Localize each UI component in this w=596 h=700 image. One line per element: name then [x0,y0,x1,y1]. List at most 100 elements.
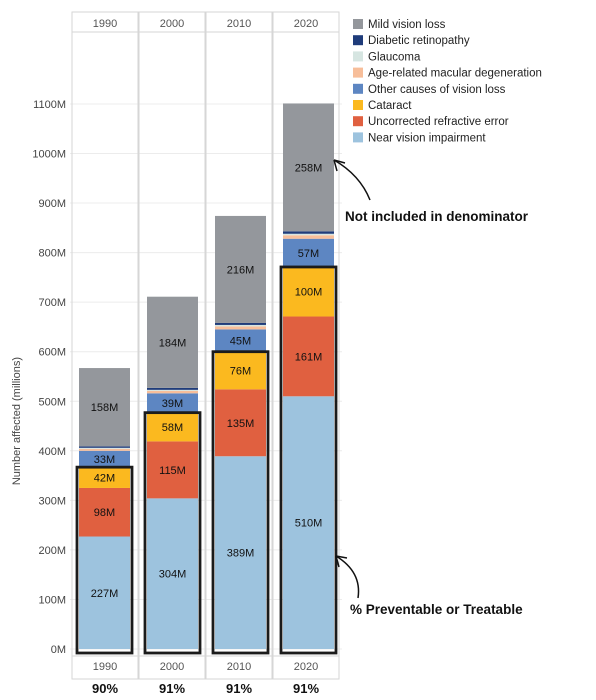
bar-cataract-2020 [283,266,334,317]
legend-swatch [353,35,363,46]
legend-swatch [353,19,363,29]
bottom-year-label: 1990 [93,661,117,673]
bar-label-other-causes-of-vision-loss-2020: 57M [298,248,319,260]
bar-age-related-macular-degeneration-2020 [283,235,334,239]
bars: 227M 98M 42M 33M 158M 304M 115M 58M 39M 184M 389M 1… [79,103,334,649]
legend-item-near-vision-impairment: Near vision impairment [353,132,486,144]
percent-label: 91% [226,681,252,696]
bar-glaucoma-2010 [215,324,266,327]
bar-age-related-macular-degeneration-1990 [79,448,130,451]
annotation-arrow-bottom [335,555,360,599]
legend-swatch [353,116,363,127]
bar-uncorrected-refractive-error-2020 [283,316,334,397]
annotation-arrowhead-top [333,159,346,172]
bar-uncorrected-refractive-error-2000 [147,441,198,499]
preventable-outlines [75,265,338,655]
bar-cataract-2000 [147,412,198,442]
legend: Mild vision loss Diabetic retinopathy Glau… [353,19,542,144]
bar-near-vision-impairment-2010 [215,456,266,649]
bar-label-uncorrected-refractive-error-2000: 115M [159,465,186,477]
y-tick-label: 500M [38,396,66,408]
bar-near-vision-impairment-2020 [283,396,334,649]
bar-label-near-vision-impairment-1990: 227M [91,588,119,600]
bar-label-uncorrected-refractive-error-1990: 98M [94,507,115,519]
bottom-year-labels: 1990 2000 2010 2020 [93,661,318,673]
bar-near-vision-impairment-1990 [79,536,130,649]
bar-mild-vision-loss-1990 [79,368,130,447]
bar-glaucoma-2000 [147,389,198,391]
annotation-not-included: Not included in denominator [345,209,529,224]
bar-label-uncorrected-refractive-error-2020: 161M [295,351,323,363]
bar-label-near-vision-impairment-2020: 510M [295,518,323,530]
bar-mild-vision-loss-2020 [283,103,334,232]
legend-item-uncorrected-refractive-error: Uncorrected refractive error [353,116,509,128]
year-column-1990 [71,11,139,680]
bottom-year-label: 2000 [160,661,184,673]
top-year-labels: 1990 2000 2010 2020 [93,18,318,30]
legend-label: Age-related macular degeneration [368,68,542,80]
legend-label: Near vision impairment [368,132,486,144]
bottom-year-label: 2020 [294,661,318,673]
y-axis-label: Number affected (millions) [11,357,23,485]
bar-label-mild-vision-loss-2020: 258M [295,162,323,174]
bar-label-cataract-2020: 100M [295,287,323,299]
annotation-arrow-top [333,159,371,201]
y-tick-label: 200M [38,545,66,557]
bottom-year-label: 2010 [227,661,251,673]
preventable-outline-2020 [279,265,338,655]
legend-label: Glaucoma [368,51,421,63]
bar-label-near-vision-impairment-2010: 389M [227,548,255,560]
year-columns [71,11,340,680]
bar-diabetic-retinopathy-2010 [215,322,266,325]
y-tick-label: 1100M [33,99,66,111]
y-tick-label: 700M [38,297,66,309]
bar-cataract-2010 [215,351,266,390]
preventable-outline-1990 [75,465,134,655]
legend-swatch [353,132,363,143]
legend-item-mild-vision-loss: Mild vision loss [353,19,446,31]
percent-label: 91% [159,681,185,696]
bar-other-causes-of-vision-loss-1990 [79,450,130,468]
legend-label: Uncorrected refractive error [368,116,509,128]
legend-label: Cataract [368,100,412,112]
y-tick-label: 0M [51,644,66,656]
bar-label-cataract-2010: 76M [230,366,251,378]
bar-other-causes-of-vision-loss-2000 [147,393,198,413]
legend-item-age-related-macular-degeneration: Age-related macular degeneration [353,67,542,80]
bar-glaucoma-2020 [283,233,334,236]
bar-other-causes-of-vision-loss-2010 [215,329,266,352]
percent-label: 91% [293,681,319,696]
legend-item-cataract: Cataract [353,100,412,112]
y-tick-label: 100M [38,594,66,606]
legend-label: Mild vision loss [368,19,446,31]
legend-label: Diabetic retinopathy [368,35,470,47]
percent-labels: 90% 91% 91% 91% [92,681,319,696]
bar-uncorrected-refractive-error-2010 [215,389,266,457]
y-axis-ticks: 0M 100M 200M 300M 400M 500M 600M 700M 800M 900M 10… [32,99,66,656]
y-tick-label: 1000M [32,149,66,161]
bar-glaucoma-1990 [79,447,130,449]
legend-label: Other causes of vision loss [368,84,506,96]
bar-age-related-macular-degeneration-2000 [147,390,198,394]
year-column-2020 [272,11,340,680]
bar-label-mild-vision-loss-2000: 184M [159,337,187,349]
bar-label-cataract-1990: 42M [94,473,115,485]
top-year-label: 1990 [93,18,117,30]
legend-swatch [353,67,363,78]
y-tick-label: 600M [38,347,66,359]
legend-item-other-causes-of-vision-loss: Other causes of vision loss [353,83,506,96]
percent-label: 90% [92,681,118,696]
year-column-2000 [138,11,206,680]
bar-label-other-causes-of-vision-loss-2010: 45M [230,336,251,348]
preventable-outline-2010 [211,350,270,655]
bar-label-other-causes-of-vision-loss-2000: 39M [162,398,183,410]
annotation-arrowhead-bottom [335,555,348,568]
legend-item-diabetic-retinopathy: Diabetic retinopathy [353,35,470,47]
bar-label-uncorrected-refractive-error-2010: 135M [227,418,255,430]
y-tick-label: 400M [38,446,66,458]
bar-diabetic-retinopathy-2000 [147,387,198,390]
preventable-outline-2000 [143,411,202,655]
bar-label-mild-vision-loss-2010: 216M [227,264,255,276]
legend-swatch [353,51,363,62]
